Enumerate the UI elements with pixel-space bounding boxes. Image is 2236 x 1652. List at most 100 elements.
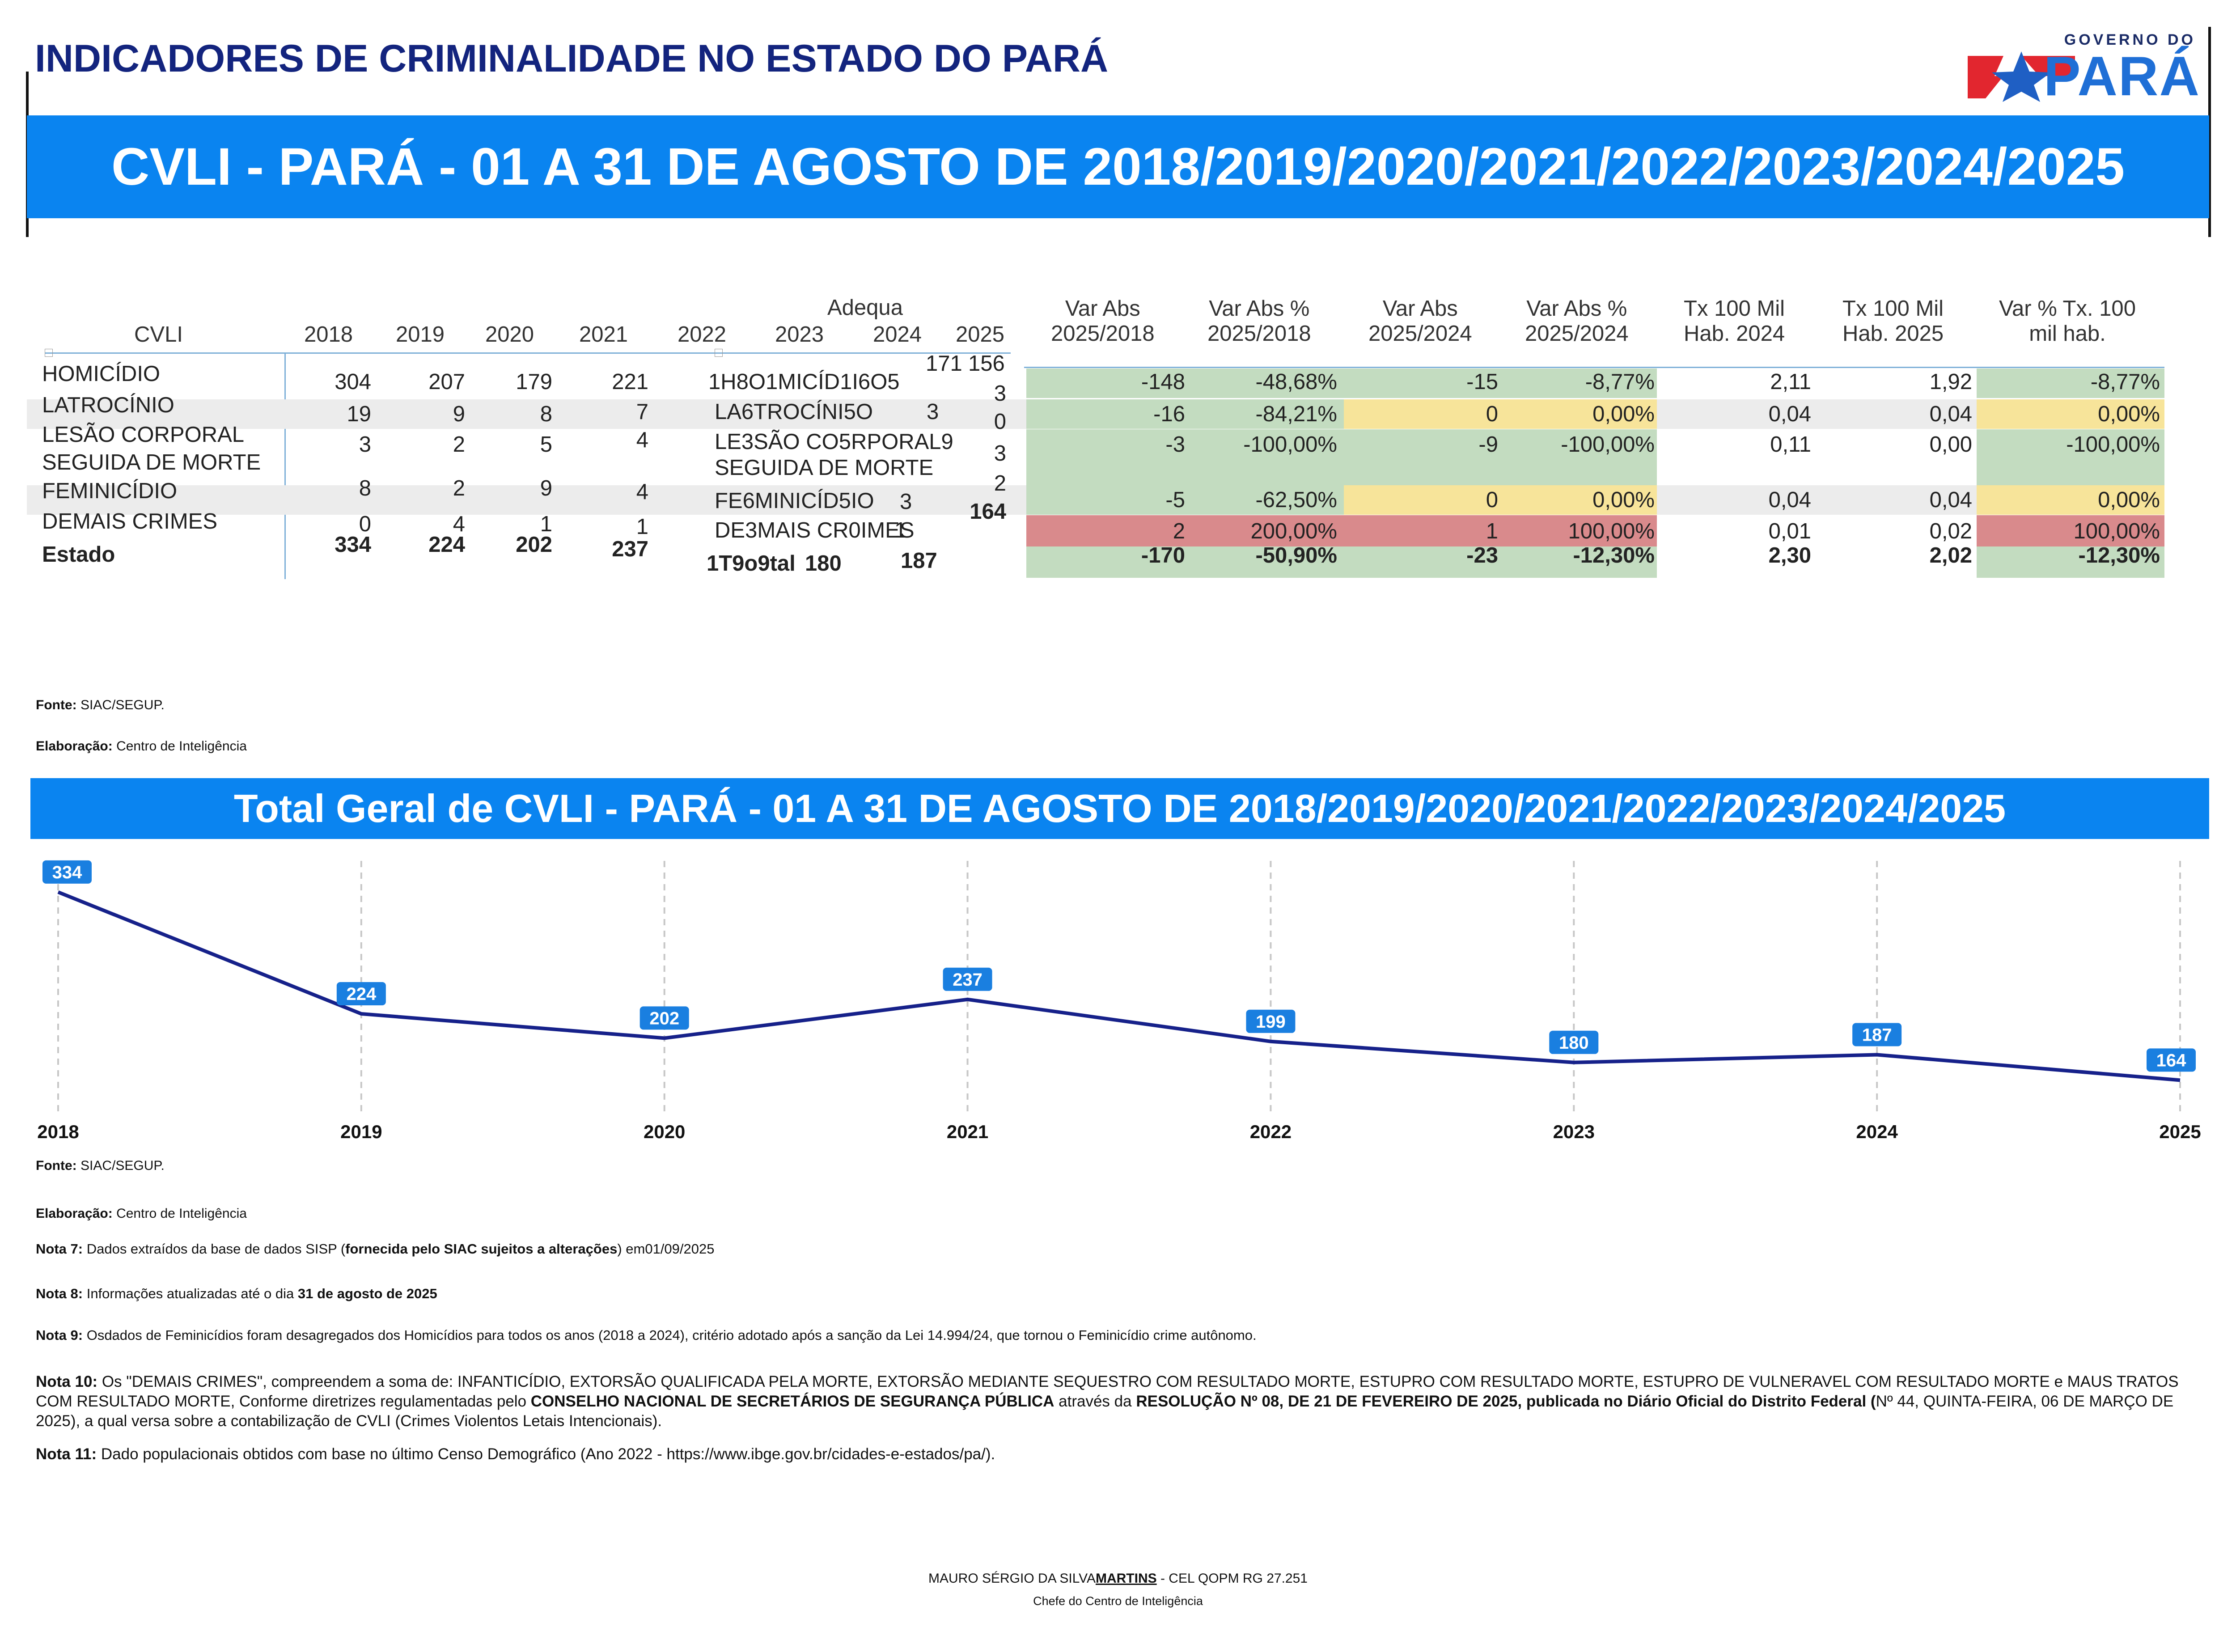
cell: 1: [894, 518, 907, 542]
var-pct-18-header: Var Abs % 2025/2018: [1207, 297, 1311, 346]
x-tick-label: 2020: [644, 1121, 685, 1142]
cell: 1: [1486, 519, 1498, 543]
elab-line-2: Elaboração: Centro de Inteligência: [36, 1206, 247, 1221]
cell: 3: [927, 400, 939, 424]
cell: -3: [1165, 432, 1185, 457]
cell: 0: [1486, 402, 1498, 426]
main-banner-text: CVLI - PARÁ - 01 A 31 DE AGOSTO DE 2018/…: [111, 137, 2125, 196]
cell: 0,04: [1768, 488, 1811, 512]
col-divider: [284, 353, 286, 579]
cell: 4: [636, 480, 648, 504]
cell: -62,50%: [1255, 488, 1337, 512]
cell: FE6MINICÍD5IO: [715, 489, 874, 513]
cell-bg: [1977, 546, 2164, 578]
cell: 2: [1173, 519, 1185, 543]
star-flag-icon: [1968, 51, 2075, 102]
cell: LE3SÃO CO5RPORAL9: [715, 430, 953, 454]
checkbox-icon: [45, 349, 53, 357]
cell: -12,30%: [2078, 543, 2160, 568]
data-label: 202: [649, 1008, 679, 1028]
cell: 9: [540, 476, 552, 500]
cell: 171: [926, 352, 962, 376]
note-11: Nota 11: Dado populacionais obtidos com …: [36, 1445, 995, 1463]
cell: 0,00%: [1592, 488, 1655, 512]
note-8: Nota 8: Informações atualizadas até o di…: [36, 1286, 437, 1301]
tx-24-header: Tx 100 Mil Hab. 2024: [1684, 297, 1785, 346]
adequa-label: Adequa: [827, 296, 903, 320]
main-banner: CVLI - PARÁ - 01 A 31 DE AGOSTO DE 2018/…: [27, 115, 2209, 218]
col-2023: 2023: [775, 322, 824, 347]
cell: 3: [994, 381, 1006, 406]
cell-bg: [1026, 369, 1657, 398]
cell: 2: [453, 432, 465, 457]
chart-title: Total Geral de CVLI - PARÁ - 01 A 31 DE …: [233, 786, 2006, 830]
source-line: Fonte: SIAC/SEGUP.: [36, 698, 165, 712]
cell: 0,01: [1768, 519, 1811, 543]
cell: 2: [994, 471, 1006, 496]
cell: 334: [335, 533, 371, 557]
cell: 0: [1486, 488, 1498, 512]
cell: -5: [1165, 488, 1185, 512]
col-2024: 2024: [873, 322, 922, 347]
cell: -48,68%: [1255, 370, 1337, 394]
cell: 0,11: [1770, 432, 1811, 457]
cell: 3: [359, 432, 371, 457]
cell: 202: [516, 533, 552, 557]
cell: 0,00%: [2098, 488, 2160, 512]
col-cvli: CVLI: [134, 322, 183, 347]
x-tick-label: 2023: [1553, 1121, 1595, 1142]
data-label-box: [42, 860, 92, 884]
var-abs-18-header: Var Abs 2025/2018: [1051, 297, 1155, 346]
cell-bg: [1977, 515, 2164, 546]
data-label-box: [336, 982, 386, 1005]
cell: 1,92: [1929, 370, 1972, 394]
data-label: 224: [346, 984, 376, 1004]
cell: 221: [612, 370, 648, 394]
cell: 207: [428, 370, 465, 394]
cell: 100,00%: [1568, 519, 1655, 543]
x-tick-label: 2024: [1856, 1121, 1898, 1142]
x-tick-label: 2022: [1250, 1121, 1292, 1142]
cell-bg: [1977, 399, 2164, 429]
source-line-2: Fonte: SIAC/SEGUP.: [36, 1158, 165, 1173]
cell: -8,77%: [2090, 370, 2160, 394]
data-label-box: [943, 967, 992, 991]
col-2019: 2019: [396, 322, 445, 347]
data-label-box: [1852, 1023, 1902, 1046]
col-2020: 2020: [485, 322, 534, 347]
var-pct-24-header: Var Abs % 2025/2024: [1525, 297, 1629, 346]
row-label: HOMICÍDIO: [42, 362, 161, 386]
x-tick-label: 2025: [2159, 1121, 2201, 1142]
data-label: 199: [1256, 1012, 1286, 1032]
cell: -170: [1141, 543, 1185, 568]
cell: 0: [994, 410, 1006, 434]
chart-banner: Total Geral de CVLI - PARÁ - 01 A 31 DE …: [30, 778, 2209, 839]
cell: 2: [453, 476, 465, 500]
row-label: SEGUIDA DE MORTE: [42, 450, 261, 474]
cell: -23: [1466, 543, 1498, 568]
signature-name: MAURO SÉRGIO DA SILVAMARTINS - CEL QOPM …: [928, 1571, 1308, 1586]
col-2021: 2021: [579, 322, 628, 347]
cell: 9: [453, 402, 465, 426]
cell: 0: [359, 512, 371, 536]
data-label: 237: [953, 970, 982, 990]
cell: 156: [968, 352, 1005, 376]
cell: 2,02: [1929, 543, 1972, 568]
cell: -9: [1478, 432, 1498, 457]
cell: 0,04: [1768, 402, 1811, 426]
cell: 0,00: [1929, 432, 1972, 457]
cell-bg: [1026, 399, 1344, 429]
cell: 0,04: [1929, 402, 1972, 426]
data-label: 187: [1862, 1025, 1892, 1045]
data-label-box: [639, 1006, 689, 1030]
col-2022: 2022: [678, 322, 727, 347]
right-header-divider: [1024, 367, 2164, 368]
cell: 1H8O1MICÍD1I6O5: [708, 370, 900, 394]
cell: 200,00%: [1250, 519, 1337, 543]
elab-line: Elaboração: Centro de Inteligência: [36, 739, 247, 754]
cell: 19: [347, 402, 371, 426]
cell: 3: [900, 490, 912, 514]
cell: SEGUIDA DE MORTE: [715, 456, 934, 480]
cell: -100,00%: [2066, 432, 2160, 457]
tx-25-header: Tx 100 Mil Hab. 2025: [1842, 297, 1944, 346]
